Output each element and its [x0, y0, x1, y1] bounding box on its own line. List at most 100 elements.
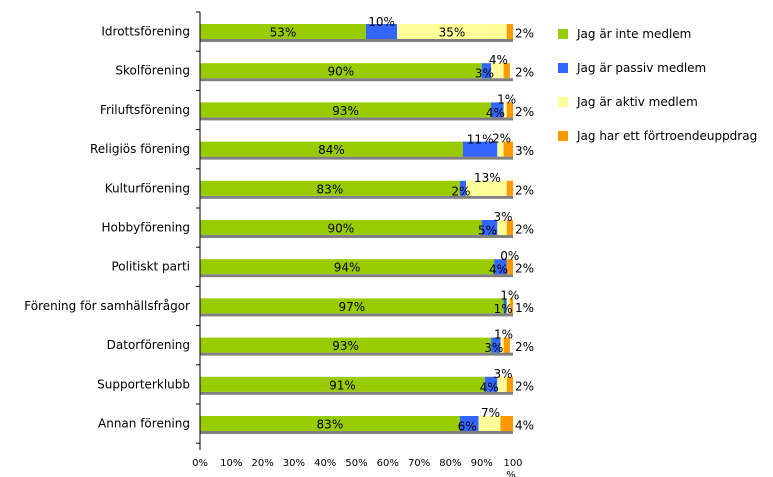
bar-segment — [466, 180, 507, 196]
data-label: 4% — [489, 53, 508, 67]
x-tick-label: 40% — [314, 458, 336, 469]
data-label: 7% — [481, 406, 500, 420]
bar-segment — [481, 220, 498, 235]
legend-swatch — [558, 97, 568, 107]
data-label: 1% — [500, 288, 519, 302]
data-label: 2% — [515, 105, 534, 119]
x-tick-label: 0% — [192, 458, 208, 469]
data-label: 83% — [317, 418, 344, 432]
bar-shadow — [200, 313, 513, 317]
data-label: 1% — [494, 328, 513, 342]
data-label: 1% — [497, 92, 516, 106]
legend-item-passive-member: Jag är passiv medlem — [558, 60, 757, 76]
legend: Jag är inte medlem Jag är passiv medlem … — [558, 26, 757, 162]
bar-segment — [503, 337, 510, 353]
category-label: Kulturförening — [105, 181, 190, 195]
data-label: 90% — [328, 222, 355, 236]
category-label: Idrottsförening — [101, 25, 190, 39]
bar-shadow — [200, 235, 513, 238]
legend-item-trustee: Jag har ett förtroendeuppdrag — [558, 128, 757, 144]
legend-label: Jag har ett förtroendeuppdrag — [577, 129, 758, 143]
data-label: 84% — [318, 143, 345, 157]
data-label: 2% — [515, 183, 534, 197]
data-label: 2% — [492, 132, 511, 146]
legend-label: Jag är aktiv medlem — [577, 95, 698, 109]
legend-swatch — [558, 29, 568, 39]
data-label: 10% — [368, 15, 395, 29]
bar-shadow — [200, 352, 513, 356]
data-label: 97% — [338, 300, 365, 314]
bar-segment — [497, 376, 507, 392]
data-label: 3% — [475, 67, 494, 81]
bar-segment — [200, 220, 482, 235]
category-label: Hobbyförening — [102, 221, 190, 235]
data-label: 13% — [474, 171, 501, 185]
bar-segment — [200, 24, 366, 39]
x-tick-label: 20% — [251, 458, 273, 469]
bar-shadow — [200, 195, 513, 199]
data-label: 93% — [332, 339, 359, 353]
bar-segment — [200, 141, 463, 157]
bar-segment — [200, 63, 482, 79]
data-label: 4% — [515, 419, 534, 433]
data-label: 5% — [478, 224, 497, 238]
data-label: 83% — [317, 182, 344, 196]
bar-segment — [491, 102, 504, 118]
bar-shadow — [200, 78, 513, 82]
bar-segment — [506, 220, 513, 235]
data-label: 2% — [451, 184, 470, 198]
bar-segment — [506, 259, 513, 275]
x-tick-label: 90% — [471, 458, 493, 469]
bar-segment — [397, 24, 507, 39]
data-label: 2% — [515, 340, 534, 354]
x-tick-label: 80% — [439, 458, 461, 469]
legend-item-not-member: Jag är inte medlem — [558, 26, 757, 42]
bar-segment — [500, 416, 513, 431]
legend-swatch — [558, 131, 568, 141]
legend-label: Jag är passiv medlem — [577, 61, 707, 75]
bar-segment — [478, 416, 501, 431]
data-label: 93% — [332, 104, 359, 118]
data-label: 2% — [515, 27, 534, 41]
data-label: 90% — [328, 65, 355, 79]
bar-segment — [200, 337, 492, 353]
category-label: Religiös förening — [90, 142, 190, 156]
x-tick-label: 70% — [408, 458, 430, 469]
bar-shadow — [200, 274, 513, 278]
legend-item-active-member: Jag är aktiv medlem — [558, 94, 757, 110]
legend-swatch — [558, 63, 568, 73]
bar-segment — [484, 376, 498, 392]
data-label: 91% — [329, 378, 356, 392]
bar-segment — [200, 102, 492, 118]
bar-segment — [491, 337, 501, 353]
bar-shadow — [200, 117, 513, 121]
bar-shadow — [200, 156, 513, 160]
data-label: 2% — [515, 223, 534, 237]
bar-segment — [200, 259, 495, 275]
data-label: 2% — [515, 66, 534, 80]
bar-segment — [503, 102, 507, 118]
x-tick-label: 50% — [345, 458, 367, 469]
data-label: 11% — [467, 133, 494, 147]
data-label: 94% — [334, 261, 361, 275]
bar-segment — [459, 416, 479, 431]
data-label: 0% — [500, 249, 519, 263]
bar-segment — [506, 298, 510, 314]
data-label: 4% — [480, 380, 499, 394]
bar-segment — [506, 102, 513, 118]
bar-shadow — [200, 39, 513, 42]
data-label: 2% — [515, 379, 534, 393]
data-label: 3% — [494, 210, 513, 224]
x-tick-label: 10% — [220, 458, 242, 469]
bar-segment — [497, 141, 504, 157]
data-label: 6% — [458, 420, 477, 434]
data-label: 2% — [515, 262, 534, 276]
bar-segment — [200, 180, 460, 196]
category-label: Skolförening — [115, 64, 190, 78]
x-tick-label: 100 — [503, 458, 522, 469]
bar-shadow — [200, 391, 513, 395]
bar-segment — [462, 141, 498, 157]
bar-segment — [506, 24, 513, 39]
bar-segment — [503, 63, 510, 79]
